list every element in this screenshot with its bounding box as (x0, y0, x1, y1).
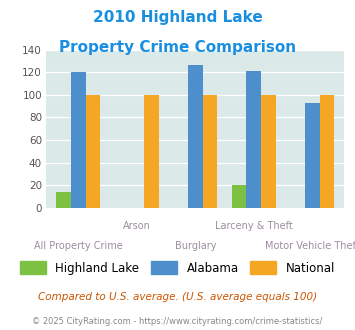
Bar (86, 95, 100, 208)
Text: Property Crime Comparison: Property Crime Comparison (59, 40, 296, 54)
Text: Larceny & Theft: Larceny & Theft (215, 221, 293, 231)
Bar (261, 95, 275, 208)
Bar (144, 95, 159, 208)
Bar (305, 103, 320, 208)
Bar (246, 71, 261, 208)
Text: 2010 Highland Lake: 2010 Highland Lake (93, 10, 262, 25)
Bar (56, 192, 71, 208)
Bar (320, 95, 334, 208)
Bar (203, 95, 217, 208)
Bar (232, 185, 246, 208)
Text: © 2025 CityRating.com - https://www.cityrating.com/crime-statistics/: © 2025 CityRating.com - https://www.city… (32, 317, 323, 326)
Text: Burglary: Burglary (175, 241, 216, 251)
Bar (71, 72, 86, 208)
Text: Arson: Arson (123, 221, 151, 231)
Text: All Property Crime: All Property Crime (34, 241, 123, 251)
Legend: Highland Lake, Alabama, National: Highland Lake, Alabama, National (15, 257, 340, 280)
Text: Motor Vehicle Theft: Motor Vehicle Theft (265, 241, 355, 251)
Bar (188, 65, 203, 208)
Text: Compared to U.S. average. (U.S. average equals 100): Compared to U.S. average. (U.S. average … (38, 292, 317, 302)
